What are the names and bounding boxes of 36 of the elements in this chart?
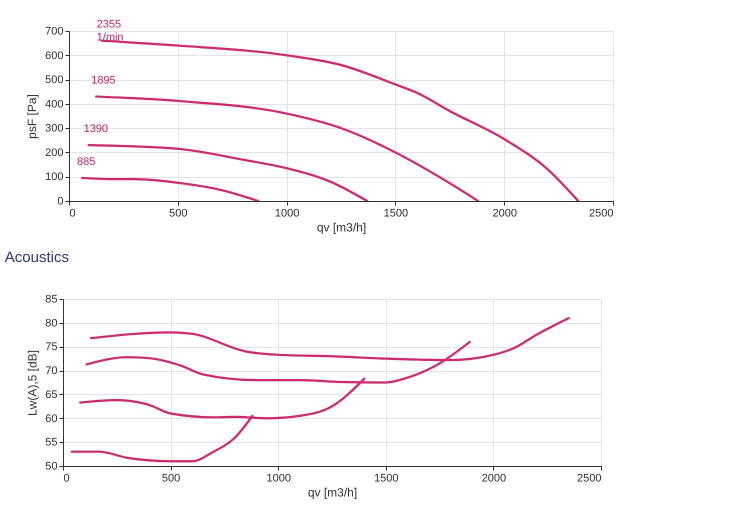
y-tick-label: 80 — [45, 317, 58, 330]
x-tick-label: 2000 — [492, 208, 517, 220]
y-tick-label: 85 — [45, 294, 58, 306]
y-tick-label: 70 — [45, 365, 58, 378]
y-axis-title: Lw(A),5 [dB] — [25, 350, 40, 416]
series-label: 2355 1/min — [96, 18, 124, 44]
x-tick-label: 1000 — [266, 472, 291, 484]
chart-title: Acoustics — [4, 249, 69, 266]
series-label: 1390 — [84, 123, 108, 136]
x-tick-label: 500 — [169, 208, 188, 220]
x-tick-label: 2500 — [577, 472, 602, 484]
x-axis-title: qv [m3/h] — [308, 486, 358, 500]
y-tick-label: 100 — [45, 171, 64, 184]
series-label: 885 — [77, 156, 96, 168]
x-tick-label: 2500 — [589, 208, 614, 220]
x-tick-label: 1000 — [274, 208, 300, 220]
y-tick-label: 50 — [45, 460, 58, 472]
y-tick-label: 200 — [45, 146, 64, 159]
y-tick-label: 700 — [45, 26, 64, 38]
x-tick-label: 1500 — [374, 472, 399, 484]
x-axis-title: qv [m3/h] — [316, 220, 366, 234]
x-tick-label: 0 — [70, 208, 76, 220]
x-tick-label: 500 — [162, 472, 180, 484]
x-tick-label: 1500 — [384, 208, 408, 220]
y-tick-label: 55 — [45, 436, 58, 449]
y-tick-label: 65 — [45, 388, 58, 401]
y-tick-label: 500 — [45, 74, 64, 86]
y-axis-title: psF [Pa] — [25, 94, 40, 139]
y-tick-label: 300 — [45, 122, 64, 135]
y-tick-label: 400 — [45, 98, 64, 110]
y-tick-label: 0 — [57, 196, 64, 208]
y-tick-label: 75 — [45, 341, 58, 354]
series-label: 1895 — [91, 74, 116, 87]
x-tick-label: 2000 — [482, 472, 506, 484]
y-tick-label: 60 — [45, 412, 58, 425]
y-tick-label: 600 — [45, 50, 64, 62]
